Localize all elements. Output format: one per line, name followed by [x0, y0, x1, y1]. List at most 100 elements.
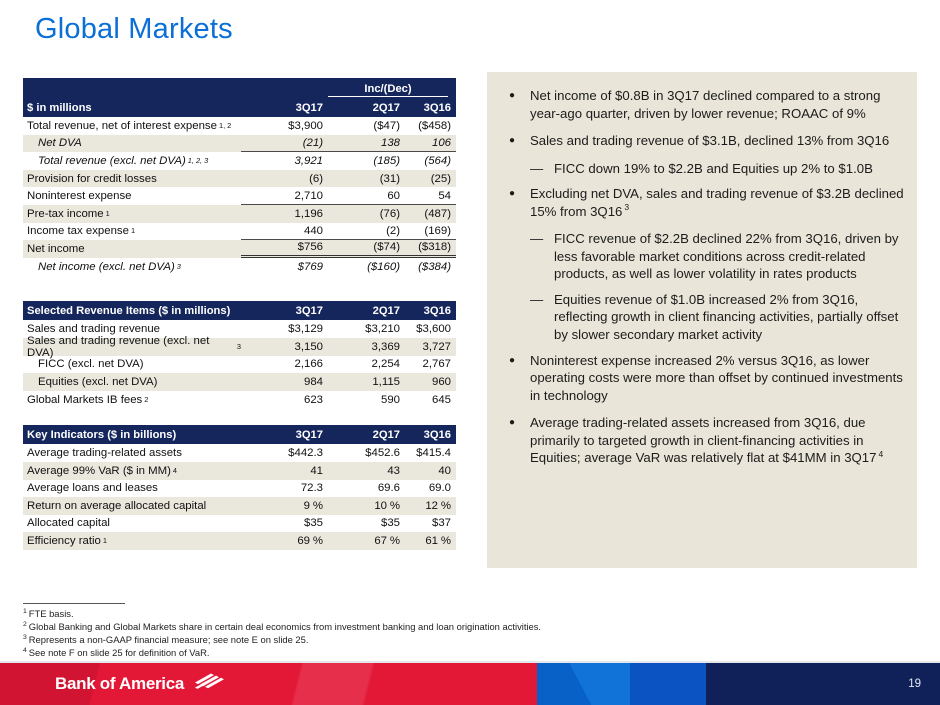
bullet-icon: ● — [509, 354, 516, 366]
selected-revenue-table: Selected Revenue Items ($ in millions) 3… — [23, 301, 456, 408]
table-row: Sales and trading revenue $3,129 $3,210 … — [23, 320, 456, 338]
value-cell: 54 — [400, 187, 456, 205]
logo-text: Bank of America — [55, 674, 185, 693]
value-cell: 40 — [438, 464, 451, 477]
table-row: Net DVA (21) 138 106 — [23, 134, 456, 153]
list-item: ● Excluding net DVA, sales and trading r… — [509, 186, 904, 219]
footer-blue-mid-segment — [630, 663, 706, 705]
value-cell: (21) — [241, 135, 323, 153]
table-row: Provision for credit losses (6) (31) (25… — [23, 169, 456, 188]
value-cell: 43 — [387, 464, 400, 477]
value-cell: 106 — [400, 135, 456, 153]
percent-sign: % — [389, 499, 400, 512]
row-label: Sales and trading revenue (excl. net DVA… — [27, 334, 210, 359]
value-cell: 2,767 — [422, 358, 451, 371]
column-header-3q17: 3Q17 — [295, 428, 323, 441]
value-cell: 440 — [241, 223, 323, 241]
value-cell: 2,254 — [371, 358, 400, 371]
value-cell: ($160) — [367, 260, 400, 273]
table-row: Sales and trading revenue (excl. net DVA… — [23, 334, 456, 359]
table1-corner-label: $ in millions — [27, 101, 92, 114]
financial-tables: Inc/(Dec) $ in millions 3Q17 2Q17 3Q16 T… — [23, 78, 456, 550]
row-label: Net income (excl. net DVA) — [38, 260, 175, 273]
value-cell: (25) — [430, 172, 451, 185]
table-row: Global Markets IB fees 2 623 590 645 — [23, 391, 456, 409]
table-row: Net income $756 ($74) ($318) — [23, 240, 456, 258]
value-cell: $442.3 — [288, 447, 323, 460]
bofa-flag-icon — [191, 672, 225, 696]
value-cell: $3,129 — [288, 323, 323, 336]
bullet-icon: ● — [509, 188, 516, 200]
column-header-3q17: 3Q17 — [295, 304, 323, 317]
value-cell: $3,210 — [365, 323, 400, 336]
table-row: Net income (excl. net DVA) 3 $769 ($160) … — [23, 258, 456, 276]
value-cell: ($458) — [418, 119, 451, 132]
value-cell: $769 — [297, 260, 323, 273]
table-row: Equities (excl. net DVA) 984 1,115 960 — [23, 373, 456, 391]
inc-dec-group-header: Inc/(Dec) — [328, 83, 448, 97]
bullet-text: Sales and trading revenue of $3.1B, decl… — [530, 133, 890, 149]
table-row: Average 99% VaR ($ in MM) 4 41 43 40 — [23, 461, 456, 480]
footnote: 1 FTE basis. — [23, 607, 74, 619]
footnote: 2 Global Banking and Global Markets share… — [23, 620, 542, 632]
footnote: 3 Represents a non-GAAP financial measure… — [23, 633, 309, 645]
sub-bullet-text: Equities revenue of $1.0B increased 2% f… — [554, 291, 899, 343]
sub-bullet-text: FICC down 19% to $2.2B and Equities up 2… — [554, 160, 873, 176]
footnotes: 1 FTE basis. 2 Global Banking and Global M… — [23, 603, 541, 659]
page-title: Global Markets — [35, 13, 233, 45]
row-label: Allocated capital — [27, 517, 110, 530]
value-cell: 2,710 — [241, 187, 323, 205]
footer-blue-bright-segment — [537, 663, 630, 705]
value-cell: $3,900 — [288, 119, 323, 132]
value-cell: 1,196 — [294, 207, 323, 220]
value-cell: $452.6 — [365, 447, 400, 460]
table1-group-header-row: Inc/(Dec) — [23, 78, 456, 98]
column-header-2q17: 2Q17 — [372, 304, 400, 317]
value-cell: 590 — [380, 393, 400, 406]
value-cell: 41 — [310, 464, 323, 477]
row-label: Average loans and leases — [27, 482, 158, 495]
value-cell: 60 — [323, 187, 400, 205]
percent-sign: % — [440, 535, 451, 548]
value-cell: (31) — [379, 172, 400, 185]
column-header-3q16: 3Q16 — [423, 101, 451, 114]
footer-red-segment: Bank of America — [0, 663, 537, 705]
value-cell: 3,727 — [422, 340, 451, 353]
row-label: Efficiency ratio — [27, 535, 101, 548]
value-cell: 61 — [425, 535, 438, 548]
value-cell: ($384) — [418, 260, 451, 273]
value-cell: 69 — [297, 535, 310, 548]
value-cell: 69.0 — [428, 482, 451, 495]
table1-header-row: $ in millions 3Q17 2Q17 3Q16 — [23, 98, 456, 117]
row-label: Sales and trading revenue — [27, 323, 160, 336]
row-label: Global Markets IB fees — [27, 393, 143, 406]
value-cell: 960 — [431, 375, 451, 388]
value-cell: $37 — [431, 517, 451, 530]
table-row: Average loans and leases 72.3 69.6 69.0 — [23, 480, 456, 498]
row-label: Return on average allocated capital — [27, 499, 207, 512]
table-row: Income tax expense 1 440 (2) (169) — [23, 223, 456, 241]
table-row: Allocated capital $35 $35 $37 — [23, 515, 456, 533]
sub-bullet-text: FICC revenue of $2.2B declined 22% from … — [554, 231, 899, 282]
value-cell: 10 — [374, 499, 387, 512]
table2-corner-label: Selected Revenue Items ($ in millions) — [27, 304, 231, 317]
dash-icon: — — [530, 231, 544, 247]
row-label: Noninterest expense — [27, 190, 132, 203]
page-number: 19 — [908, 678, 921, 690]
table-row: Noninterest expense 2,710 60 54 — [23, 187, 456, 205]
table3-corner-label: Key Indicators ($ in billions) — [27, 428, 177, 441]
bullet-icon: ● — [509, 135, 516, 147]
value-cell: (185) — [373, 154, 400, 167]
footer-divider — [0, 661, 940, 663]
list-item: ● Average trading-related assets increas… — [509, 415, 884, 466]
value-cell: (6) — [309, 172, 323, 185]
value-cell: 984 — [303, 375, 323, 388]
row-label: Income tax expense — [27, 225, 129, 238]
value-cell: (169) — [400, 223, 456, 241]
list-item: ● Net income of $0.8B in 3Q17 declined c… — [509, 87, 905, 122]
sub-list-item: — FICC down 19% to $2.2B and Equities up… — [530, 160, 905, 178]
value-cell: 9 — [303, 499, 310, 512]
commentary-panel: ● Net income of $0.8B in 3Q17 declined c… — [487, 72, 917, 568]
bullet-text: Net income of $0.8B in 3Q17 declined com… — [530, 88, 881, 121]
dash-icon: — — [530, 160, 544, 176]
